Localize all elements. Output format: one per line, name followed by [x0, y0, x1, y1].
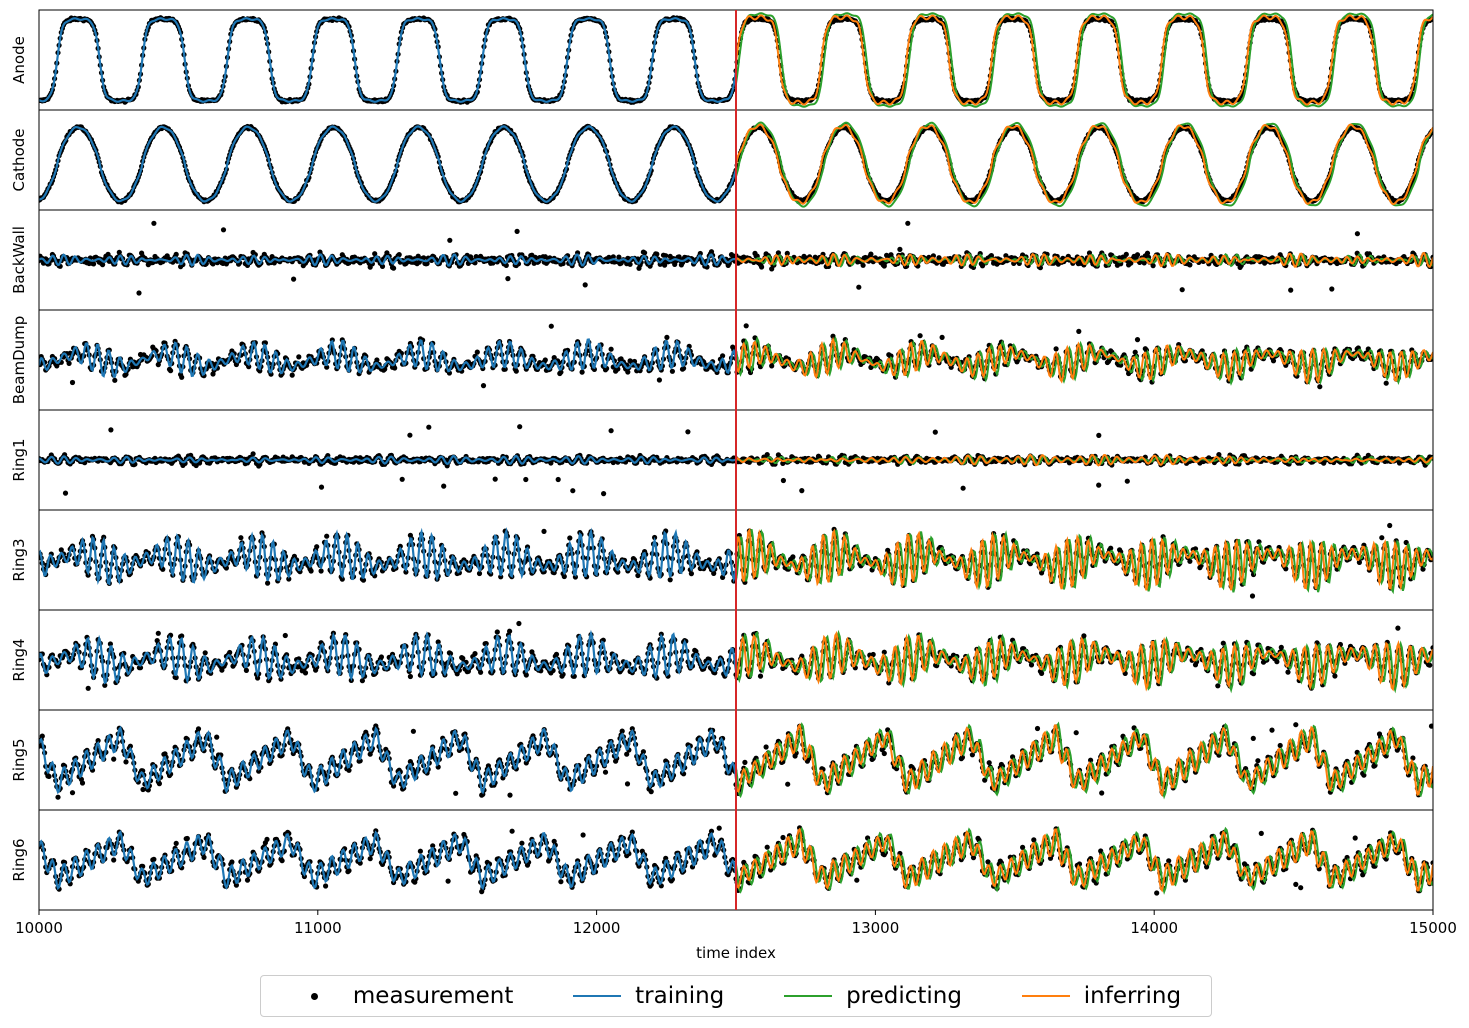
predicting-line-anode [735, 12, 1433, 108]
panel-backwall: BackWall [10, 209, 1434, 311]
measurement-point [424, 260, 430, 267]
measurement-point [642, 250, 648, 256]
predicting-line-cathode [735, 121, 1433, 208]
measurement-point [616, 254, 622, 260]
measurement-point [474, 349, 480, 355]
measurement-point [100, 262, 106, 268]
measurement-point [542, 357, 548, 363]
measurement-point [868, 251, 874, 257]
outlier-point [220, 227, 227, 233]
measurement-point [1086, 250, 1093, 256]
panel-label-anode: Anode [10, 36, 28, 84]
measurement-point [897, 246, 903, 252]
panel-label-backwall: BackWall [10, 226, 28, 294]
measurement-point [579, 369, 585, 375]
measurement-point [720, 353, 726, 359]
measurement-point [610, 254, 616, 260]
measurement-point [396, 252, 402, 258]
measurement-point [1123, 251, 1129, 257]
inferring-line-backwall [735, 251, 1433, 268]
predicting-line-backwall [735, 252, 1433, 268]
training-line-backwall [39, 253, 737, 267]
measurement-point [769, 266, 775, 272]
outlier-point [514, 228, 520, 234]
measurement-point [669, 368, 676, 374]
outlier-point [136, 290, 142, 296]
measurement-point [664, 334, 670, 340]
measurement-point [769, 363, 775, 369]
outlier-point [905, 220, 911, 226]
inferring-line-cathode [735, 123, 1433, 206]
panels: AnodeCathodeBackWallBeamDumpRing1Ring3Ri… [10, 9, 1434, 911]
measurement-point [784, 250, 790, 256]
outlier-point [1288, 287, 1294, 293]
training-line-cathode [39, 125, 738, 203]
outlier-point [1179, 287, 1185, 293]
measurement-point [391, 265, 397, 271]
measurement-point [66, 360, 72, 366]
measurement-point [662, 262, 668, 268]
measurement-point [379, 263, 386, 269]
panel-anode: Anode [10, 9, 1434, 111]
outlier-point [151, 220, 157, 226]
measurement-point [168, 368, 174, 374]
measurement-point [246, 364, 252, 370]
measurement-point [116, 249, 122, 255]
panel-label-cathode: Cathode [10, 129, 28, 192]
measurement-point [860, 262, 866, 268]
outlier-point [1354, 231, 1360, 237]
measurement-point [759, 264, 765, 270]
outlier-point [505, 276, 511, 282]
panel-beamdump: BeamDump [10, 309, 1434, 411]
measurement-point [1187, 262, 1193, 268]
outlier-point [1329, 286, 1335, 292]
measurement-point [324, 364, 330, 370]
outlier-point [291, 276, 297, 282]
measurement-point [1150, 263, 1156, 269]
measurement-point [888, 353, 894, 359]
measurement-point [625, 369, 631, 375]
measurement-point [392, 365, 398, 371]
measurement-point [654, 251, 660, 257]
measurement-point [179, 374, 185, 380]
outlier-point [856, 284, 862, 290]
measurement-point [91, 261, 97, 267]
outlier-point [447, 237, 453, 243]
measurement-point [1132, 349, 1138, 355]
measurement-point [296, 354, 302, 360]
measurement-point [1144, 250, 1151, 256]
measurement-point [608, 346, 614, 352]
measurement-point [374, 357, 380, 363]
measurement-point [210, 261, 216, 267]
inferring-line-anode [735, 14, 1433, 106]
measurement-point [663, 253, 669, 259]
measurement-point [558, 369, 564, 375]
measurement-point [551, 355, 557, 361]
measurement-point [210, 371, 216, 377]
measurement-point [1053, 346, 1059, 352]
measurement-point [775, 250, 782, 256]
training-line-anode [39, 17, 738, 103]
measurement-point [881, 263, 887, 269]
measurement-point [421, 255, 427, 261]
measurement-point [627, 261, 633, 267]
measurement-point [257, 368, 263, 374]
measurement-point [112, 377, 118, 383]
measurement-point [542, 254, 548, 260]
measurement-point [173, 251, 179, 257]
outlier-point [582, 282, 588, 288]
panel-cathode: Cathode [10, 109, 1434, 211]
measurement-point [513, 368, 519, 374]
measurement-point [289, 372, 295, 378]
measurement-point [1270, 358, 1277, 364]
measurement-point [1134, 252, 1141, 258]
